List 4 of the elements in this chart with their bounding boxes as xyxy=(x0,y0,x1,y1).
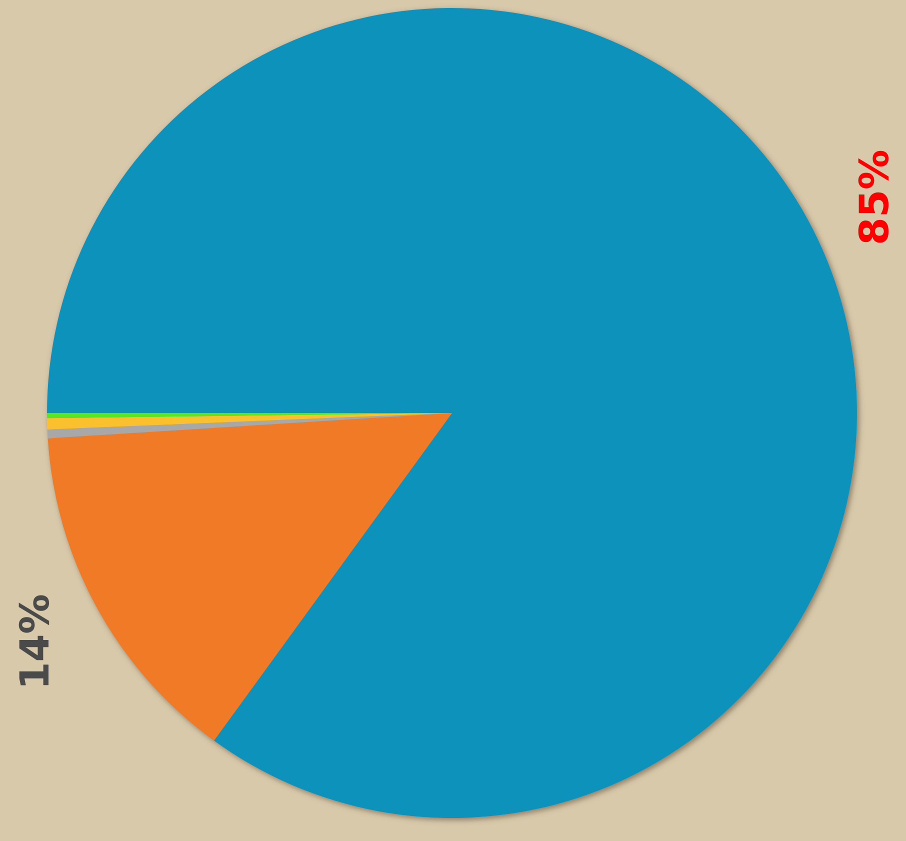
pie-slice xyxy=(48,413,452,741)
data-label: 14% xyxy=(12,594,59,690)
data-label: 85% xyxy=(852,149,898,246)
pie-slice xyxy=(47,8,857,818)
